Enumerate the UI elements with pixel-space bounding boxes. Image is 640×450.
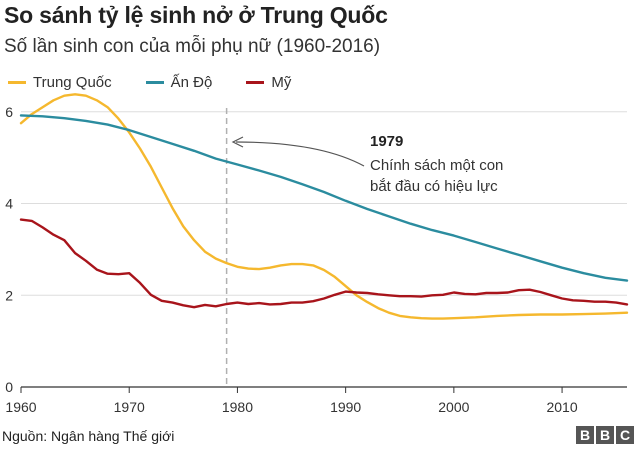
x-tick-label-2010: 2010 (546, 399, 577, 415)
annotation-arrow (235, 141, 365, 167)
bbc-logo-letter-1: B (576, 426, 594, 444)
chart-legend: Trung Quốc Ấn Độ Mỹ (8, 74, 325, 91)
legend-swatch-china (8, 81, 26, 84)
chart-title: So sánh tỷ lệ sinh nở ở Trung Quốc (4, 2, 388, 28)
source-note: Nguồn: Ngân hàng Thế giới (2, 428, 175, 444)
legend-item-usa: Mỹ (246, 74, 291, 91)
series-line-china (19, 93, 629, 320)
legend-item-china: Trung Quốc (8, 74, 112, 91)
x-tick-label-1990: 1990 (330, 399, 361, 415)
annotation-year: 1979 (370, 133, 403, 150)
legend-label-china: Trung Quốc (33, 74, 112, 91)
legend-swatch-india (145, 81, 164, 84)
x-tick-label-2000: 2000 (438, 399, 469, 415)
legend-swatch-usa (246, 81, 265, 84)
y-tick-label-0: 0 (5, 379, 13, 395)
x-tick-label-1970: 1970 (114, 399, 145, 415)
series-line-usa (19, 218, 629, 309)
x-tick-label-1960: 1960 (5, 399, 36, 415)
y-tick-label-6: 6 (5, 104, 13, 120)
annotation-text-line1: Chính sách một con (370, 157, 503, 174)
chart-subtitle: Số lần sinh con của mỗi phụ nữ (1960-201… (4, 36, 381, 57)
bbc-logo: B B C (576, 426, 634, 444)
annotation-layer: 1979 Chính sách một con bắt đầu có hiệu … (231, 133, 503, 195)
series-line-india (19, 114, 629, 282)
bbc-logo-letter-3: C (616, 426, 634, 444)
annotation-text-line2: bắt đầu có hiệu lực (370, 178, 498, 195)
series-layer (19, 93, 629, 320)
legend-label-usa: Mỹ (271, 74, 292, 91)
y-tick-label-4: 4 (5, 196, 13, 212)
x-tick-label-1980: 1980 (222, 399, 253, 415)
annotation-arrowhead (231, 136, 244, 148)
legend-label-india: Ấn Độ (170, 74, 213, 91)
axis-layer: 0 2 4 6 1960 1970 1980 1990 2000 2010 (5, 104, 627, 415)
grid-layer (21, 111, 627, 296)
legend-item-india: Ấn Độ (145, 74, 213, 91)
bbc-logo-letter-2: B (596, 426, 614, 444)
y-tick-label-2: 2 (5, 287, 13, 303)
